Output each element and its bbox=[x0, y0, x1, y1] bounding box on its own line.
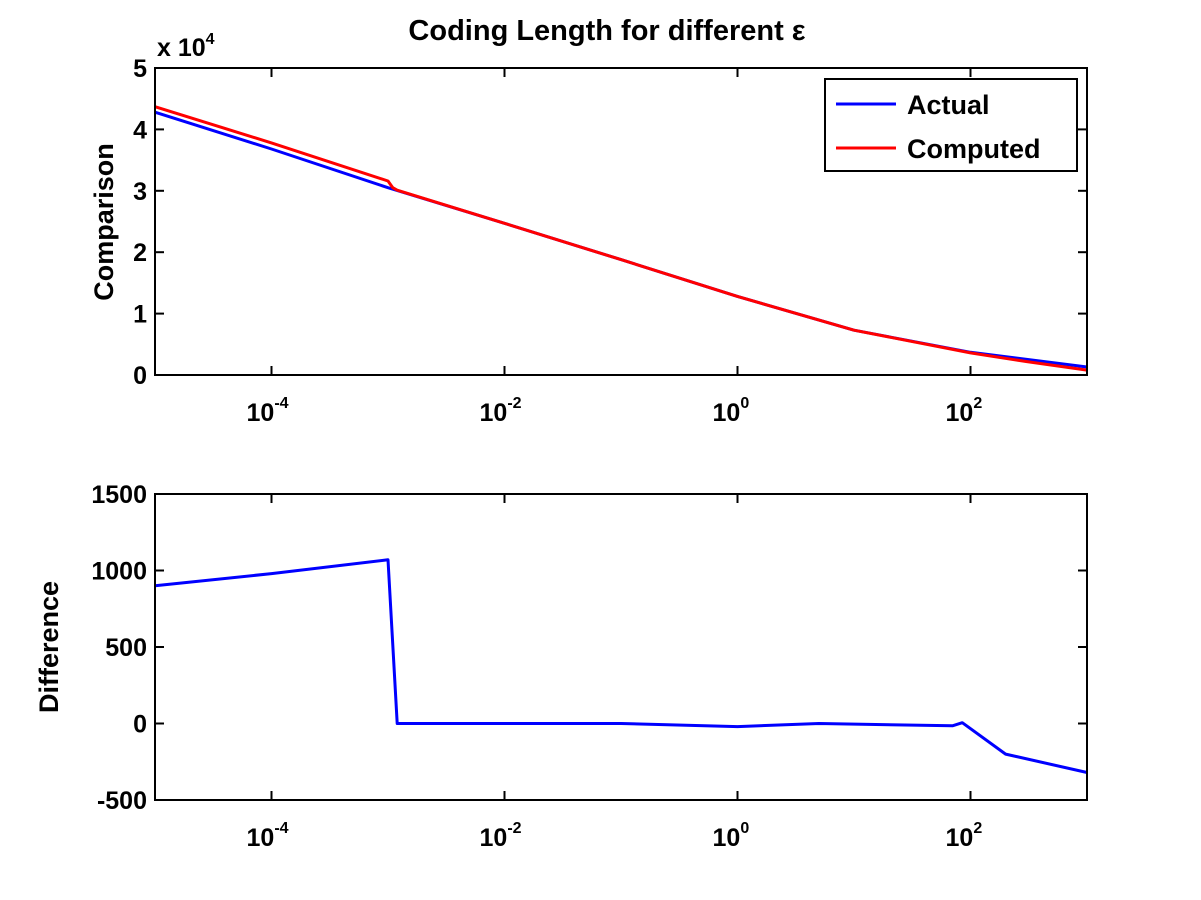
legend-box bbox=[824, 78, 1078, 172]
x-tick-label: 10-4 bbox=[247, 820, 289, 852]
legend-label-actual: Actual bbox=[907, 90, 990, 120]
x-tick-base: 10 bbox=[247, 399, 275, 427]
y-tick-label: 500 bbox=[105, 634, 147, 662]
legend-label-computed: Computed bbox=[907, 134, 1040, 164]
svg-text:x 104: x 104 bbox=[157, 31, 215, 62]
y-multiplier-exponent: 4 bbox=[206, 31, 215, 48]
x-tick-exponent: 0 bbox=[740, 820, 749, 837]
y-axis-title-difference: Difference bbox=[34, 581, 64, 713]
top-plot-area bbox=[154, 67, 1088, 376]
x-tick-exponent: -4 bbox=[274, 395, 288, 412]
x-tick-exponent: -2 bbox=[507, 820, 521, 837]
bottom-plot: Difference 10-4 10-2 100 102-50005001000150… bbox=[34, 481, 1088, 852]
x-tick-label: 100 bbox=[713, 395, 750, 427]
x-tick-exponent: 2 bbox=[973, 820, 982, 837]
y-tick-label: -500 bbox=[97, 787, 147, 815]
x-tick-base: 10 bbox=[946, 824, 974, 852]
series-line-computed bbox=[154, 105, 1088, 372]
x-tick-base: 10 bbox=[480, 824, 508, 852]
y-tick-label: 1000 bbox=[91, 558, 147, 586]
x-tick-exponent: 2 bbox=[973, 395, 982, 412]
y-tick-label: 0 bbox=[133, 711, 147, 739]
x-tick-base: 10 bbox=[713, 824, 741, 852]
x-tick-exponent: 0 bbox=[740, 395, 749, 412]
y-tick-label: 2 bbox=[133, 239, 147, 267]
x-tick-label: 102 bbox=[946, 395, 983, 427]
x-tick-label: 10-2 bbox=[480, 820, 522, 852]
x-tick-base: 10 bbox=[247, 824, 275, 852]
y-multiplier-text: x 10 bbox=[157, 34, 206, 62]
x-tick-base: 10 bbox=[480, 399, 508, 427]
x-tick-base: 10 bbox=[946, 399, 974, 427]
bottom-plot-area bbox=[154, 493, 1088, 801]
y-tick-label: 3 bbox=[133, 178, 147, 206]
y-tick-label: 5 bbox=[133, 55, 147, 83]
y-tick-label: 4 bbox=[133, 116, 147, 144]
x-tick-label: 102 bbox=[946, 820, 983, 852]
y-tick-label: 1500 bbox=[91, 481, 147, 509]
y-multiplier-label: x 104 bbox=[157, 31, 215, 62]
series-line-difference bbox=[154, 558, 1088, 774]
y-axis-title: Comparison bbox=[89, 143, 119, 301]
x-tick-label: 10-4 bbox=[247, 395, 289, 427]
legend: Actual Computed bbox=[824, 78, 1078, 172]
y-tick-label: 0 bbox=[133, 362, 147, 390]
x-tick-exponent: -2 bbox=[507, 395, 521, 412]
x-tick-base: 10 bbox=[713, 399, 741, 427]
y-tick-label: 1 bbox=[133, 301, 147, 329]
top-series-lines bbox=[154, 105, 1088, 372]
bottom-series-lines bbox=[154, 558, 1088, 774]
x-tick-exponent: -4 bbox=[274, 820, 288, 837]
x-tick-label: 10-2 bbox=[480, 395, 522, 427]
chart-title: Coding Length for different ε bbox=[408, 15, 805, 47]
x-tick-label: 100 bbox=[713, 820, 750, 852]
